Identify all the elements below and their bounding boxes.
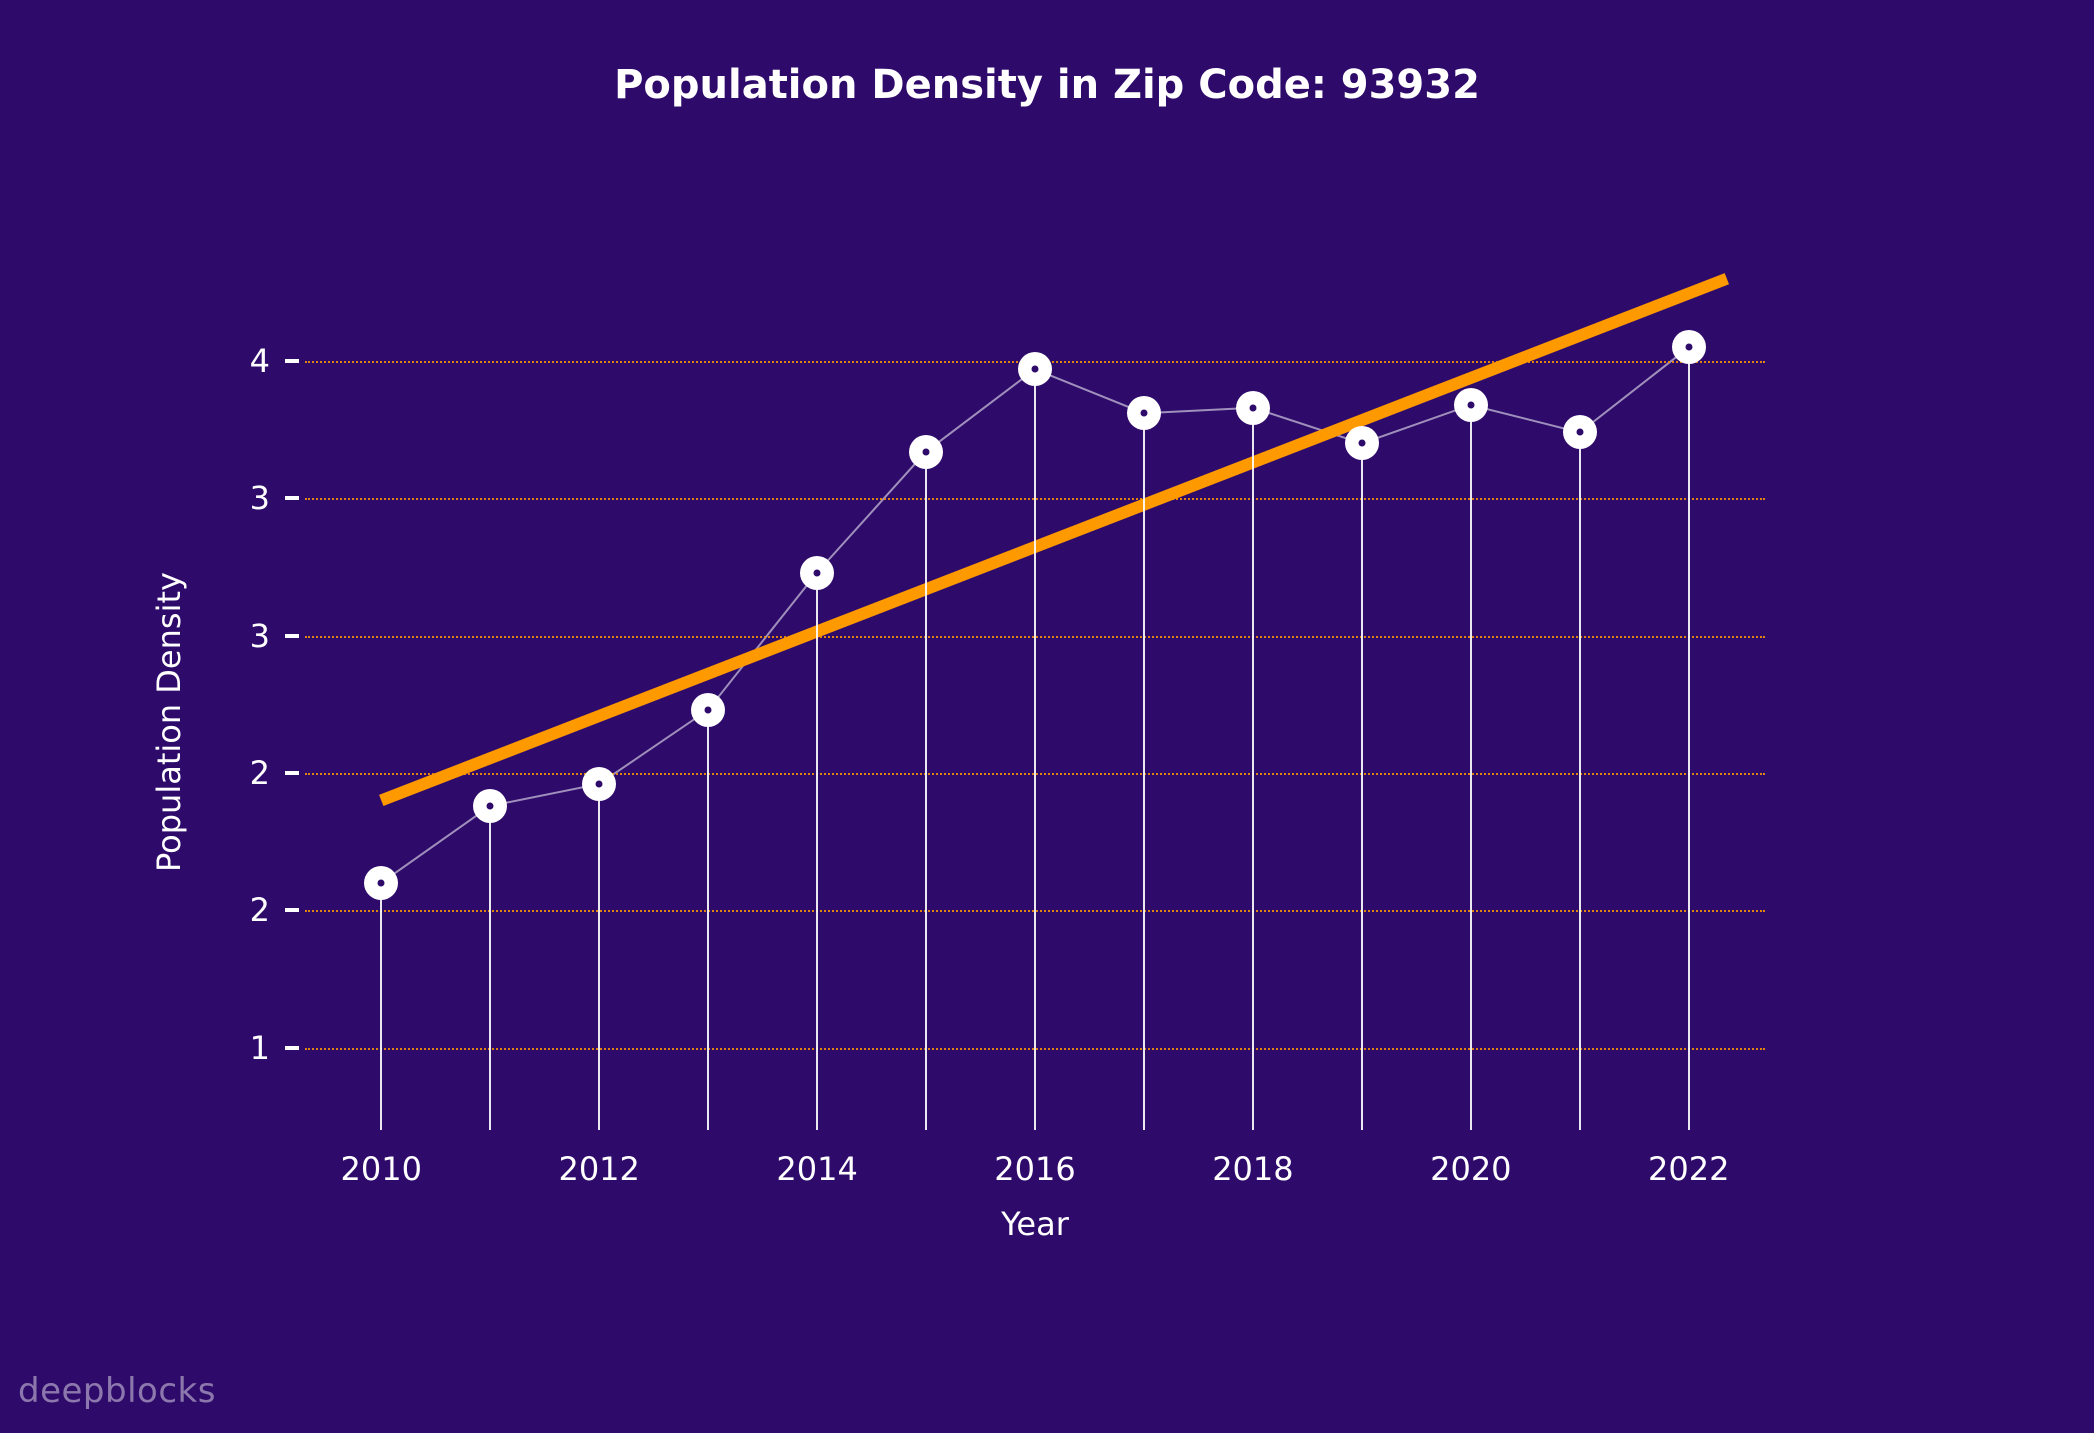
x-tick-label: 2010 — [341, 1150, 422, 1188]
y-tick-mark — [285, 359, 299, 363]
x-axis-label: Year — [305, 1205, 1765, 1243]
stem — [925, 452, 927, 1130]
watermark-text: deepblocks — [18, 1371, 216, 1411]
stem — [1579, 432, 1581, 1130]
y-tick-label: 3 — [210, 479, 270, 517]
y-tick-mark — [285, 634, 299, 638]
x-tick-label: 2014 — [776, 1150, 857, 1188]
data-marker — [364, 866, 398, 900]
data-marker — [1454, 388, 1488, 422]
stem — [1470, 405, 1472, 1130]
x-tick-label: 2018 — [1212, 1150, 1293, 1188]
y-tick-mark — [285, 496, 299, 500]
y-tick-mark — [285, 771, 299, 775]
data-marker — [800, 556, 834, 590]
stem — [1361, 443, 1363, 1130]
stem — [1688, 347, 1690, 1130]
data-marker — [1345, 426, 1379, 460]
chart-title: Population Density in Zip Code: 93932 — [0, 62, 2094, 108]
trend-line — [381, 279, 1727, 801]
stem — [816, 573, 818, 1130]
y-axis-label: Population Density — [150, 572, 188, 872]
data-marker — [1672, 330, 1706, 364]
stem — [1034, 369, 1036, 1130]
y-tick-mark — [285, 908, 299, 912]
x-tick-label: 2012 — [558, 1150, 639, 1188]
x-tick-label: 2022 — [1648, 1150, 1729, 1188]
data-marker — [582, 767, 616, 801]
y-tick-label: 1 — [210, 1029, 270, 1067]
x-tick-label: 2016 — [994, 1150, 1075, 1188]
stem — [1143, 413, 1145, 1130]
data-marker — [909, 435, 943, 469]
plot-area: 1223342010201220142016201820202022 — [305, 210, 1765, 1130]
y-tick-label: 2 — [210, 754, 270, 792]
data-marker — [1018, 352, 1052, 386]
data-marker — [1563, 415, 1597, 449]
stem — [598, 784, 600, 1130]
data-marker — [1127, 396, 1161, 430]
data-marker — [691, 693, 725, 727]
data-marker — [1236, 391, 1270, 425]
data-marker — [473, 789, 507, 823]
stem — [707, 710, 709, 1130]
stem — [489, 806, 491, 1130]
stem — [1252, 408, 1254, 1130]
y-tick-label: 4 — [210, 342, 270, 380]
stem — [380, 883, 382, 1130]
y-tick-label: 3 — [210, 617, 270, 655]
y-tick-label: 2 — [210, 891, 270, 929]
x-tick-label: 2020 — [1430, 1150, 1511, 1188]
y-tick-mark — [285, 1046, 299, 1050]
